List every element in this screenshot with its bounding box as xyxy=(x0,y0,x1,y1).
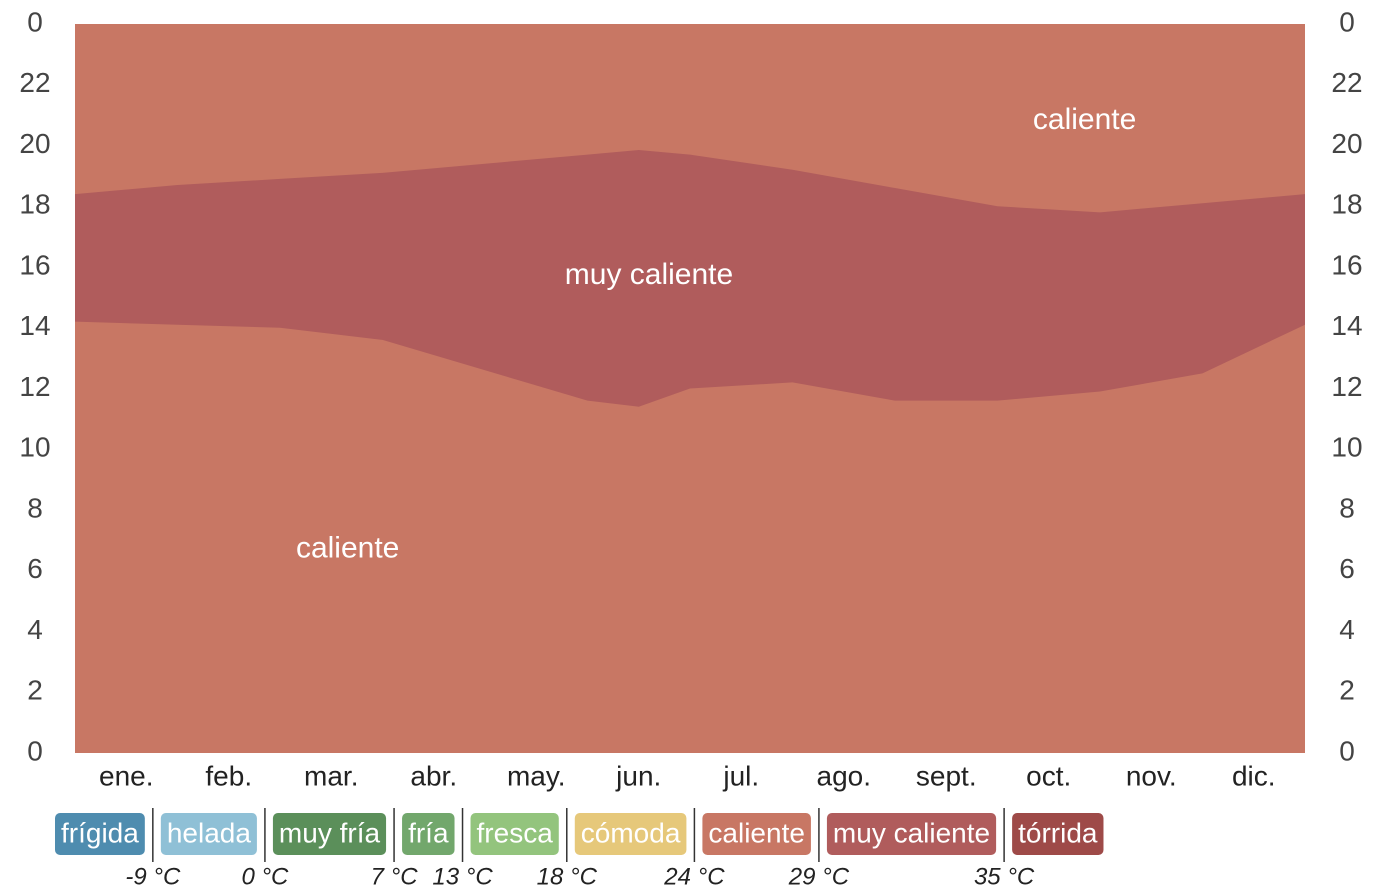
y-tick-label: 4 xyxy=(27,614,43,645)
band-area xyxy=(75,150,1305,407)
y2-tick-label: 6 xyxy=(1339,553,1355,584)
y-tick-label: 22 xyxy=(19,67,50,98)
y2-tick-label: 22 xyxy=(1331,67,1362,98)
x-tick-label: jun. xyxy=(615,760,661,791)
y2-tick-label: 10 xyxy=(1331,432,1362,463)
x-tick-label: oct. xyxy=(1026,760,1071,791)
y2-tick-label: 2 xyxy=(1339,675,1355,706)
y-tick-label: 20 xyxy=(19,128,50,159)
y-tick-label: 2 xyxy=(27,675,43,706)
threshold-label: 0 °C xyxy=(241,863,289,890)
legend-swatch xyxy=(402,813,455,855)
threshold-label: 13 °C xyxy=(432,863,493,890)
y2-tick-label: 0 xyxy=(1339,6,1355,37)
threshold-label: 29 °C xyxy=(788,863,850,890)
legend-label: muy caliente xyxy=(833,817,990,848)
y2-tick-label: 8 xyxy=(1339,492,1355,523)
y-tick-label: 14 xyxy=(19,310,50,341)
legend-swatch xyxy=(826,813,997,855)
y2-tick-label: 18 xyxy=(1331,189,1362,220)
y-tick-label: 8 xyxy=(27,492,43,523)
y2-tick-label: 14 xyxy=(1331,310,1362,341)
legend-swatch xyxy=(702,813,811,855)
legend-label: cómoda xyxy=(581,817,681,848)
annotation: muy caliente xyxy=(565,258,733,291)
x-tick-label: mar. xyxy=(304,760,358,791)
threshold-label: 7 °C xyxy=(371,863,419,890)
x-tick-label: dic. xyxy=(1232,760,1276,791)
y-tick-label: 12 xyxy=(19,371,50,402)
x-tick-label: jul. xyxy=(722,760,759,791)
legend-swatch xyxy=(470,813,559,855)
y-tick-label: 18 xyxy=(19,189,50,220)
legend-item: tórrida xyxy=(1012,813,1104,855)
legend-item: muy caliente xyxy=(826,813,997,855)
legend-swatch xyxy=(1012,813,1104,855)
x-tick-label: may. xyxy=(507,760,566,791)
y2-tick-label: 4 xyxy=(1339,614,1355,645)
x-tick-label: feb. xyxy=(205,760,252,791)
legend-item: frígida xyxy=(55,813,145,855)
x-tick-label: ago. xyxy=(817,760,872,791)
y-tick-label: 6 xyxy=(27,553,43,584)
y2-tick-label: 16 xyxy=(1331,249,1362,280)
threshold-label: -9 °C xyxy=(125,863,181,890)
legend-swatch xyxy=(55,813,145,855)
legend-swatch xyxy=(574,813,687,855)
y2-tick-label: 12 xyxy=(1331,371,1362,402)
threshold-label: 18 °C xyxy=(537,863,598,890)
legend-item: helada xyxy=(160,813,257,855)
legend-item: fresca xyxy=(470,813,559,855)
y-tick-label: 16 xyxy=(19,249,50,280)
y-tick-label: 0 xyxy=(27,735,43,766)
legend-label: fría xyxy=(408,817,449,848)
legend-swatch xyxy=(160,813,257,855)
legend-label: muy fría xyxy=(279,817,381,848)
x-tick-label: nov. xyxy=(1126,760,1177,791)
legend-swatch xyxy=(272,813,387,855)
legend-label: helada xyxy=(167,817,252,848)
y2-tick-label: 20 xyxy=(1331,128,1362,159)
y-tick-label: 10 xyxy=(19,432,50,463)
legend-item: muy fría xyxy=(272,813,387,855)
legend-label: tórrida xyxy=(1018,817,1098,848)
y-tick-label: 0 xyxy=(27,6,43,37)
legend-item: fría xyxy=(402,813,455,855)
x-tick-label: abr. xyxy=(410,760,457,791)
legend-label: frígida xyxy=(61,817,139,848)
threshold-label: 24 °C xyxy=(663,863,725,890)
legend-label: caliente xyxy=(708,817,805,848)
legend-item: cómoda xyxy=(574,813,687,855)
legend-label: fresca xyxy=(477,817,554,848)
annotation: caliente xyxy=(1033,103,1136,136)
x-tick-label: sept. xyxy=(916,760,977,791)
x-tick-label: ene. xyxy=(99,760,154,791)
y2-tick-label: 0 xyxy=(1339,735,1355,766)
threshold-label: 35 °C xyxy=(974,863,1035,890)
annotation: caliente xyxy=(296,531,399,564)
legend-item: caliente xyxy=(702,813,811,855)
